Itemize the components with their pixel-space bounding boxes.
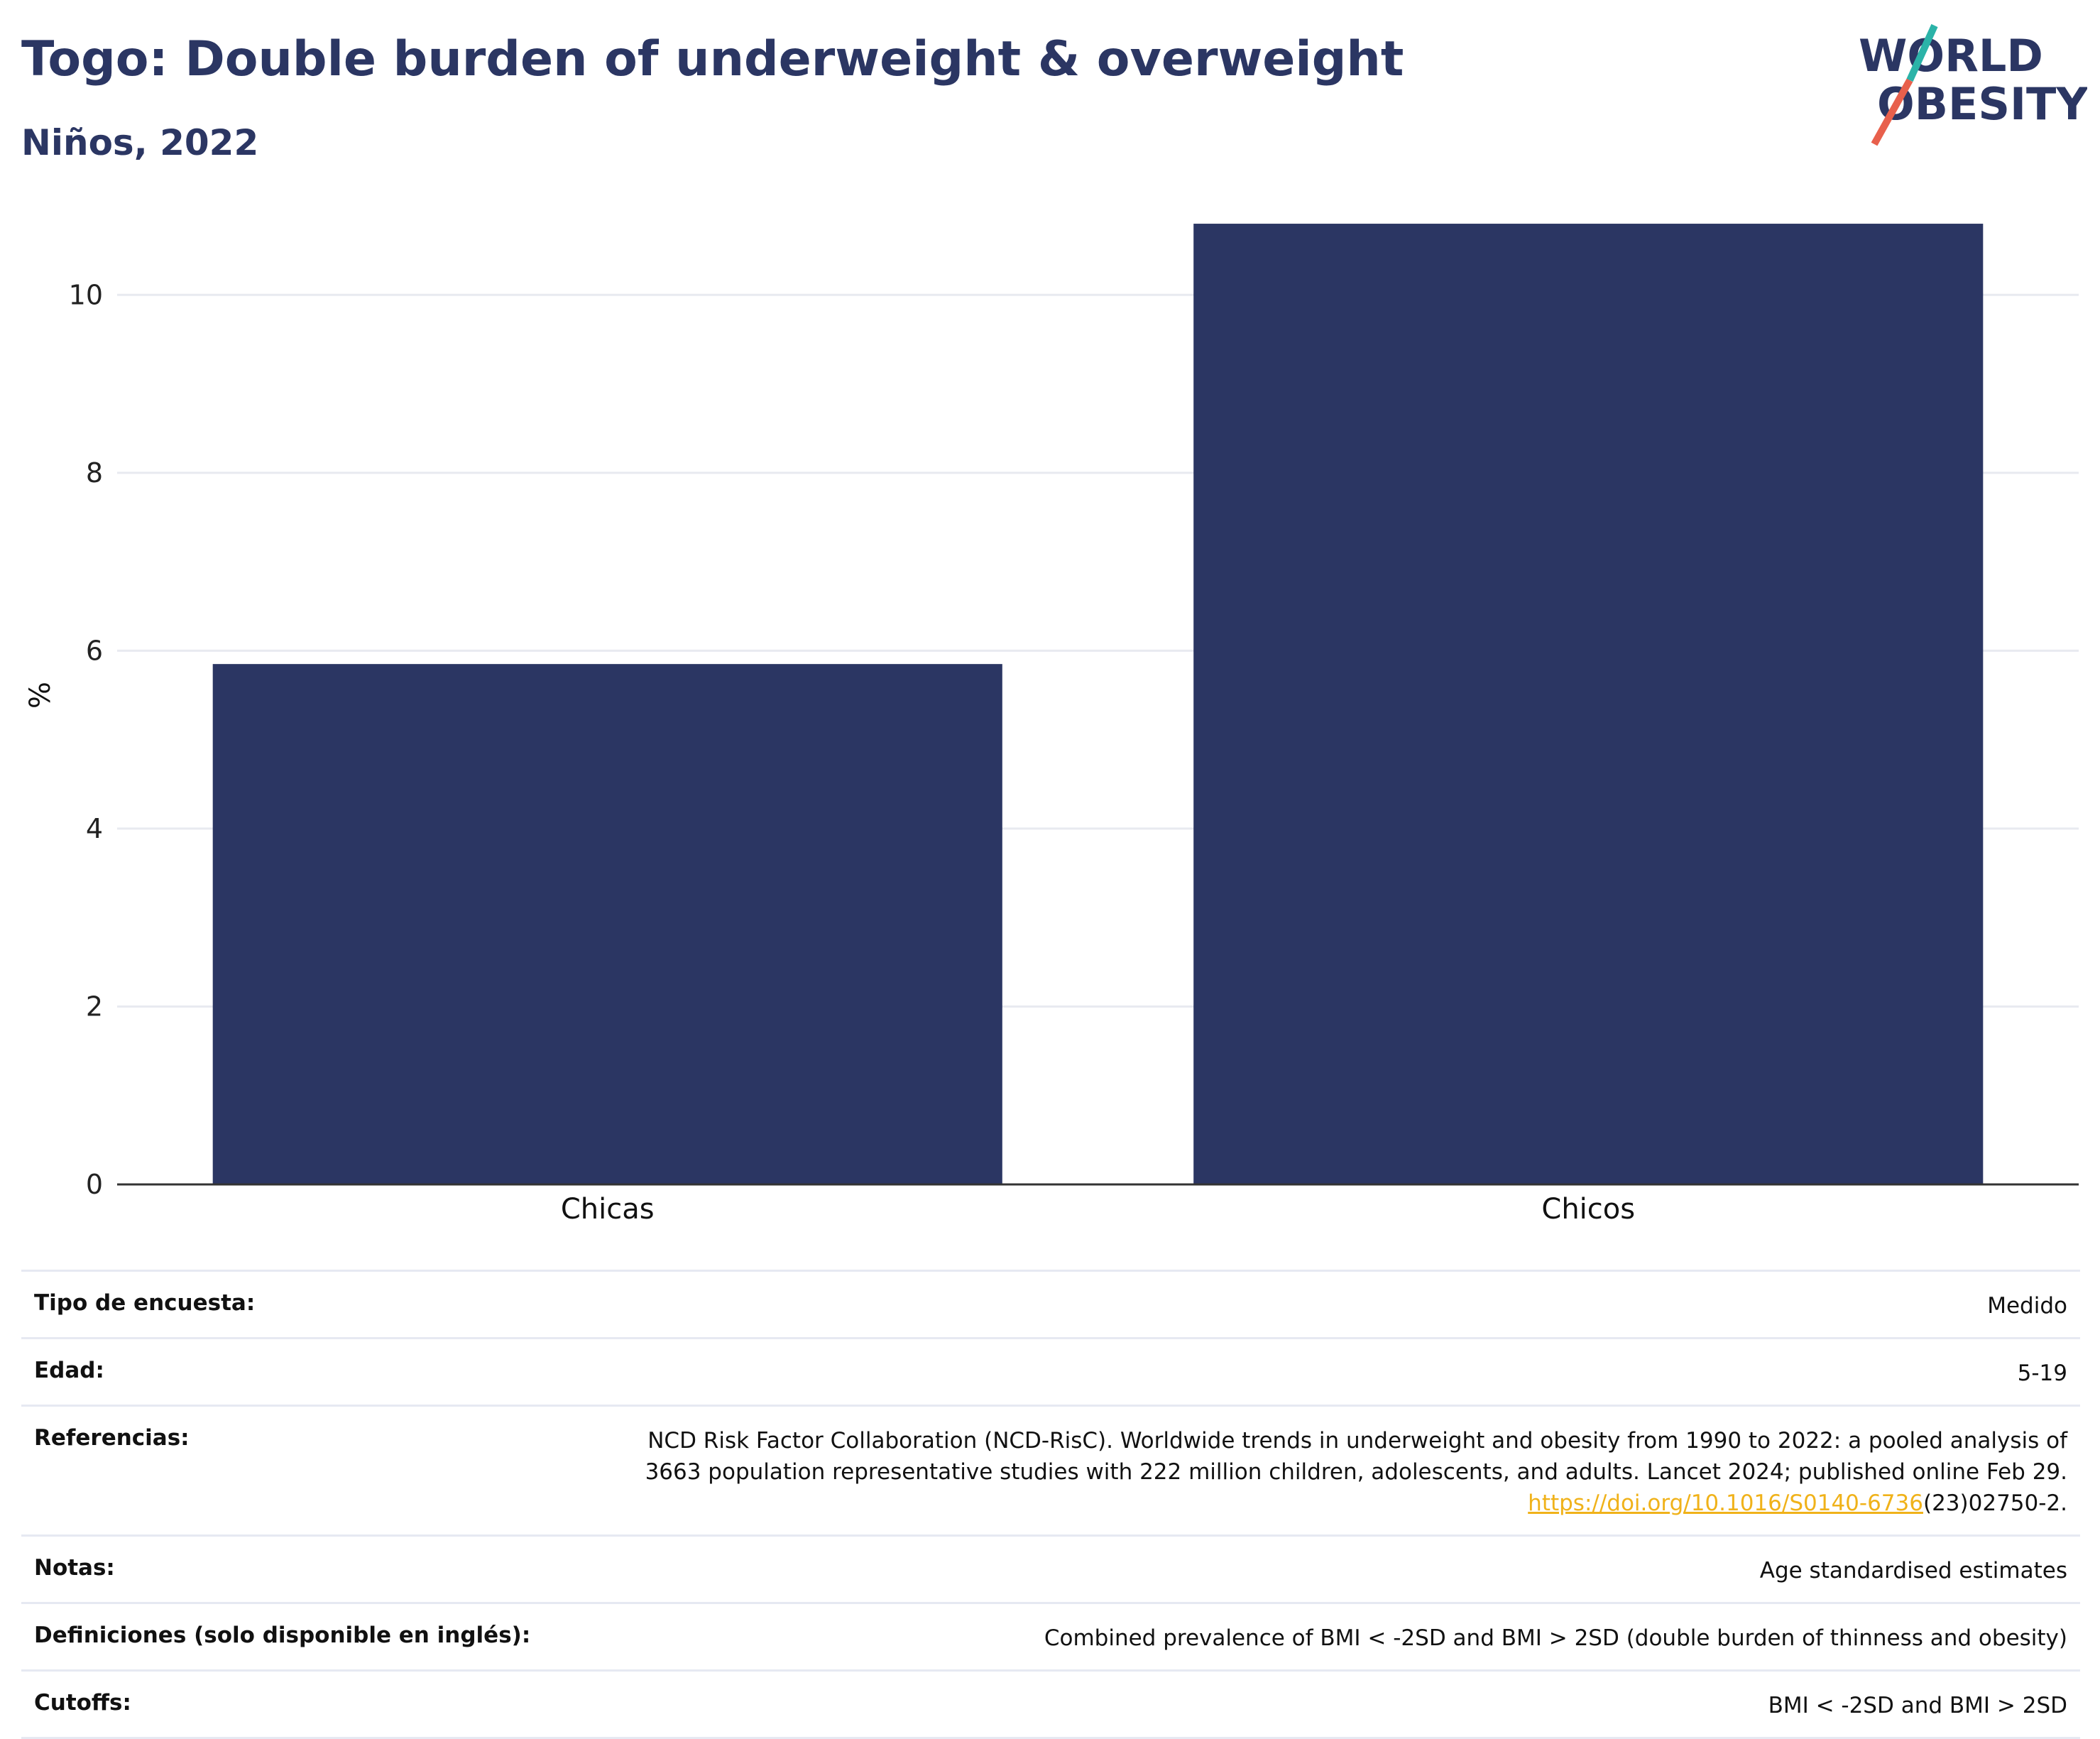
info-label: Tipo de encuesta:	[34, 1290, 256, 1316]
logo-slash-teal	[1906, 23, 1938, 82]
bar-chicas	[212, 664, 1002, 1184]
info-row-definitions: Definiciones (solo disponible en inglés)…	[21, 1602, 2080, 1669]
info-row-cutoffs: Cutoffs: BMI < -2SD and BMI > 2SD	[21, 1669, 2080, 1739]
info-row-age: Edad: 5-19	[21, 1337, 2080, 1405]
info-value-references: NCD Risk Factor Collaboration (NCD-RisC)…	[645, 1425, 2067, 1519]
reference-line-1: NCD Risk Factor Collaboration (NCD-RisC)…	[647, 1428, 2067, 1454]
x-tick-label: Chicos	[1541, 1193, 1635, 1226]
info-label: Referencias:	[34, 1425, 190, 1451]
y-tick-label: 8	[86, 457, 103, 489]
y-axis-label: %	[24, 682, 57, 709]
reference-doi-tail: (23)02750-2.	[1923, 1490, 2067, 1516]
reference-doi-link[interactable]: https://doi.org/10.1016/S0140-6736	[1528, 1490, 1923, 1516]
info-row-survey-type: Tipo de encuesta: Medido	[21, 1270, 2080, 1337]
logo-line1: WORLD	[1859, 30, 2043, 82]
info-row-notes: Notas: Age standardised estimates	[21, 1534, 2080, 1602]
y-tick-label: 10	[69, 279, 103, 310]
info-row-references: Referencias: NCD Risk Factor Collaborati…	[21, 1405, 2080, 1534]
bar-chicos	[1193, 224, 1984, 1184]
logo-slash-red	[1871, 78, 1913, 146]
info-value: BMI < -2SD and BMI > 2SD	[1768, 1693, 2067, 1718]
info-value: Age standardised estimates	[1759, 1558, 2067, 1583]
page-subtitle: Niños, 2022	[21, 122, 259, 163]
page-title: Togo: Double burden of underweight & ove…	[21, 31, 1404, 87]
info-value: 5-19	[2017, 1361, 2067, 1386]
info-label: Edad:	[34, 1358, 104, 1383]
y-tick-label: 6	[86, 635, 103, 666]
y-tick-label: 2	[86, 991, 103, 1022]
info-label: Notas:	[34, 1555, 115, 1581]
info-value: Medido	[1987, 1293, 2067, 1319]
logo-line2: OBESITY	[1877, 78, 2087, 130]
x-tick-label: Chicas	[561, 1193, 655, 1226]
info-label: Definiciones (solo disponible en inglés)…	[34, 1623, 531, 1648]
info-label: Cutoffs:	[34, 1690, 131, 1716]
info-value: Combined prevalence of BMI < -2SD and BM…	[1044, 1625, 2067, 1651]
info-table: Tipo de encuesta: Medido Edad: 5-19 Refe…	[21, 1270, 2080, 1739]
reference-line-2: 3663 population representative studies w…	[645, 1459, 2067, 1485]
world-obesity-logo: WORLD OBESITY	[1859, 23, 2087, 146]
y-tick-label: 4	[86, 813, 103, 844]
y-tick-label: 0	[86, 1169, 103, 1200]
bar-chart: 0 2 4 6 8 10 Chicas Chicos%	[24, 224, 2079, 1226]
